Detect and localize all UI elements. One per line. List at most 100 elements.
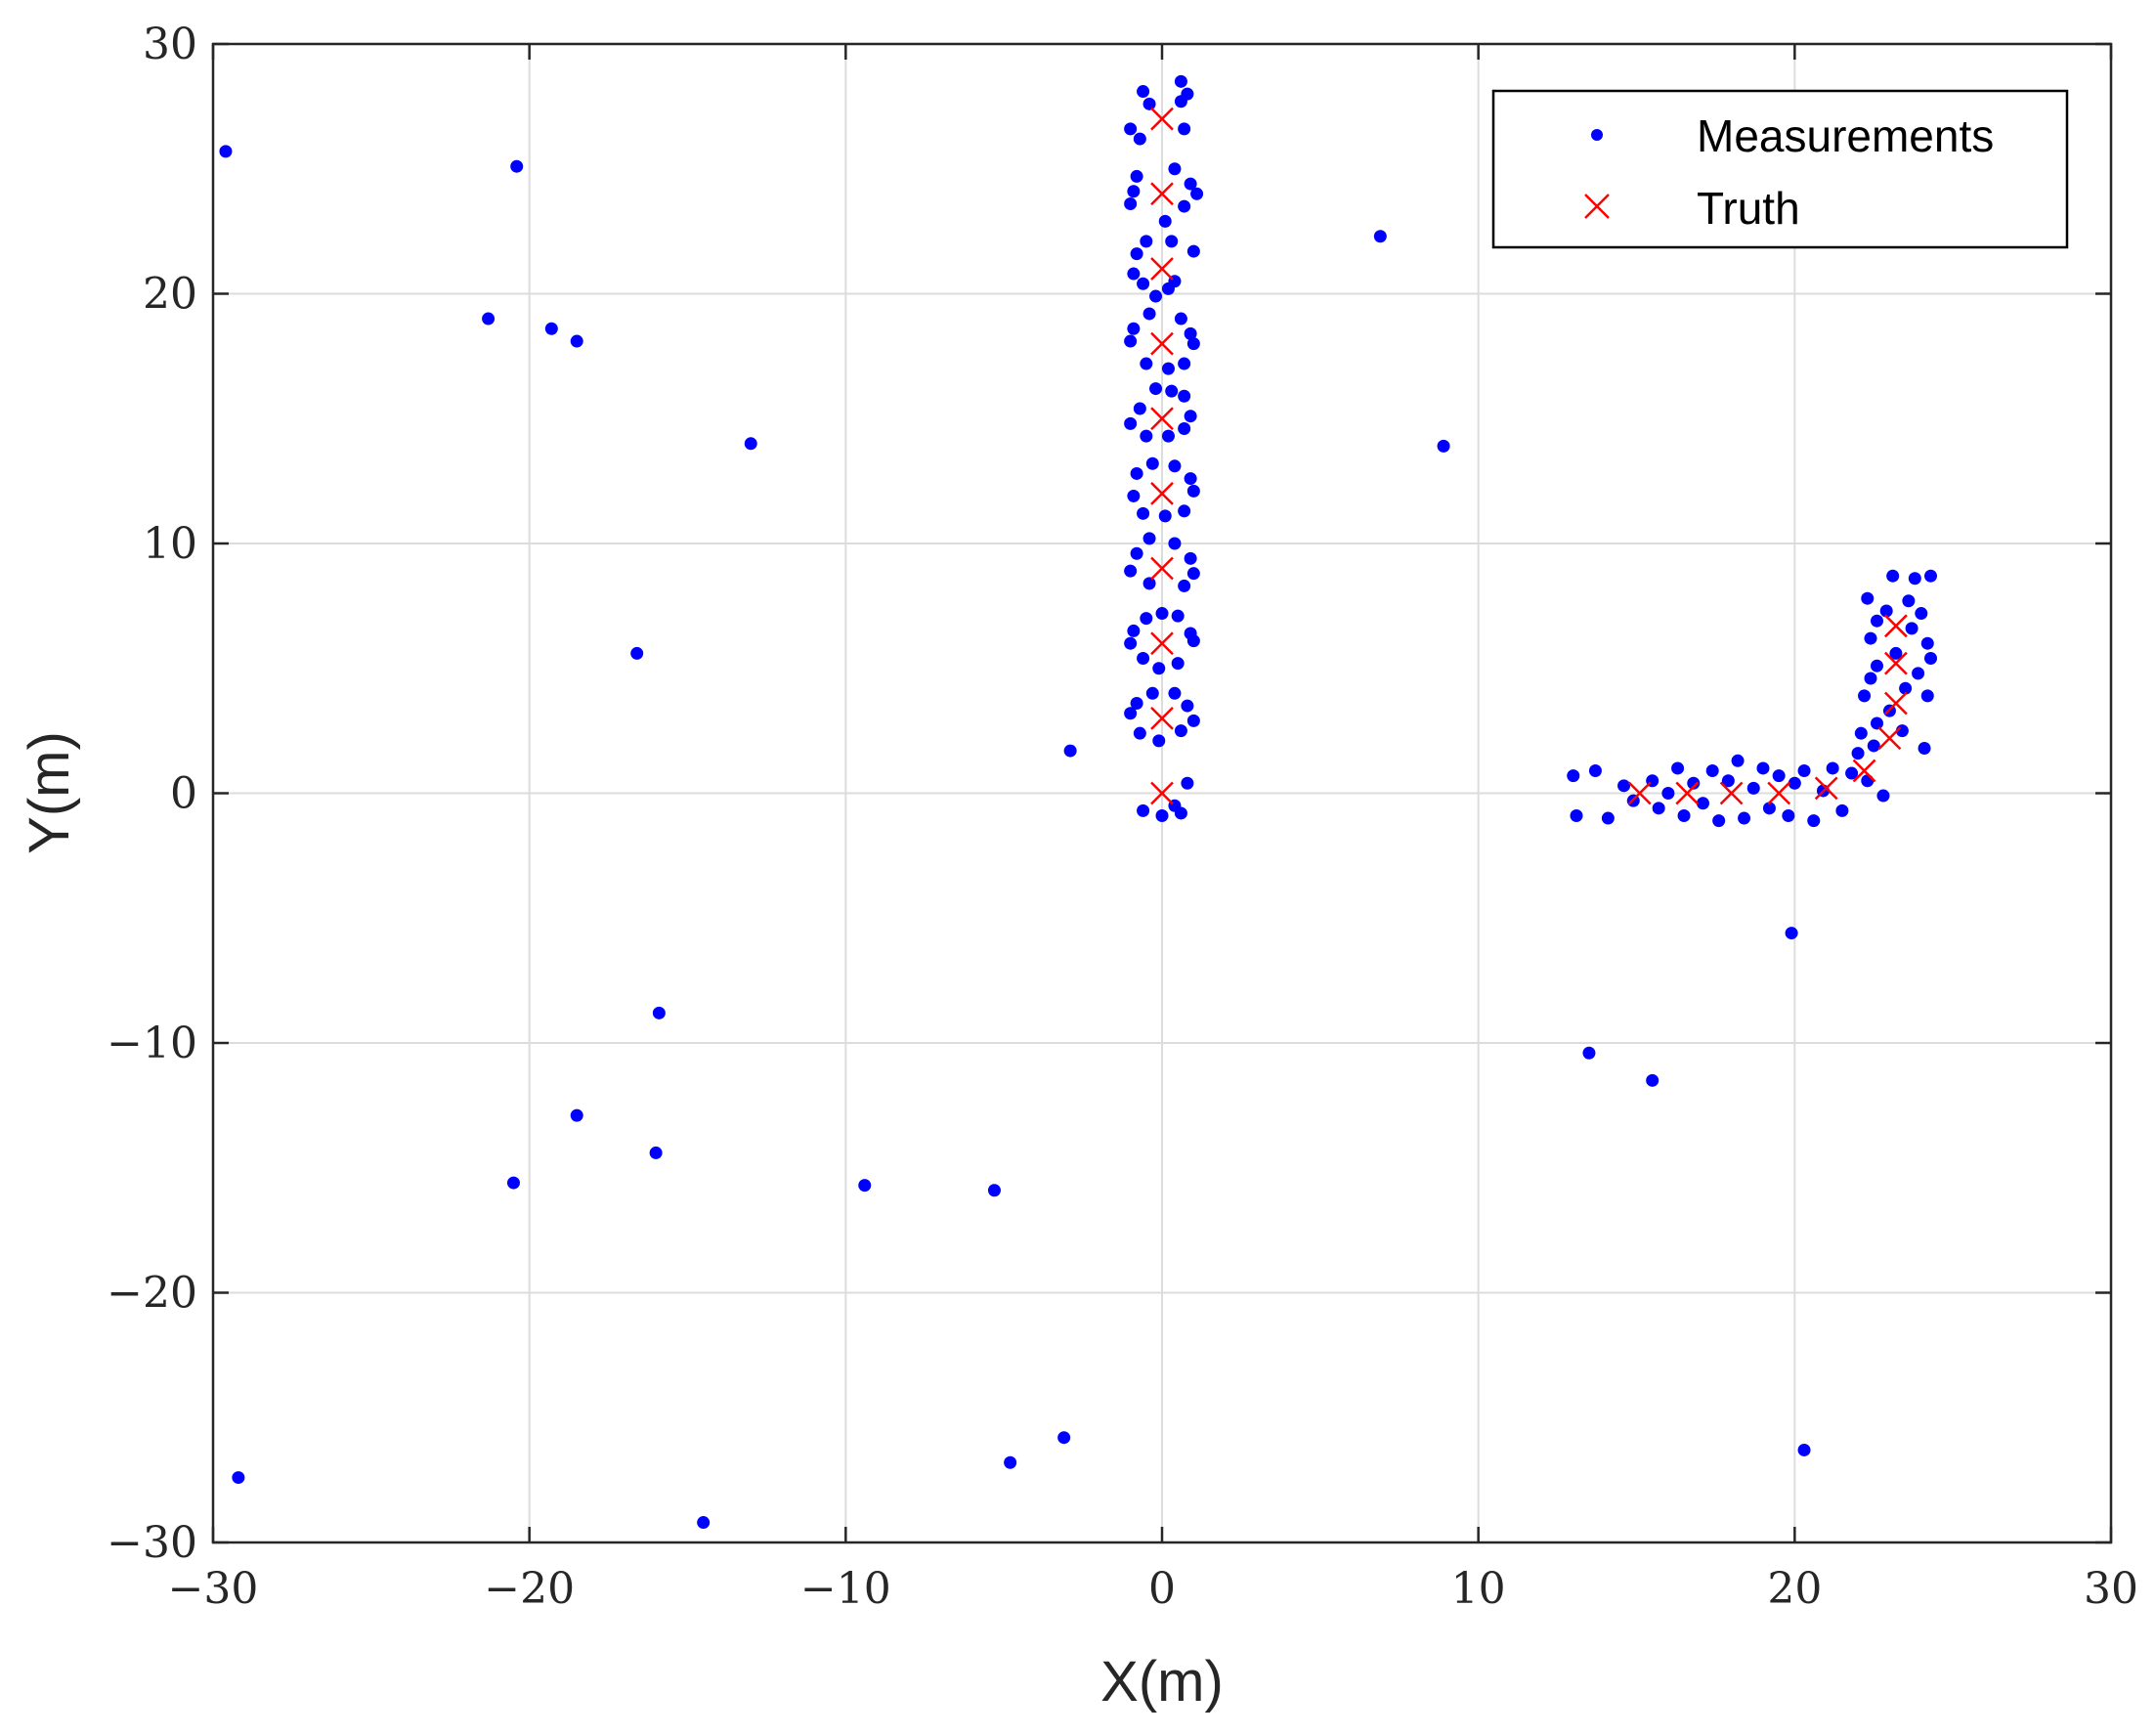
measurement-point (1870, 716, 1883, 730)
measurement-point (1155, 808, 1169, 822)
legend-truth-marker (1584, 194, 1610, 219)
x-tick-label: 0 (1148, 1564, 1176, 1614)
measurement-point (1133, 402, 1146, 415)
measurement-point (1762, 802, 1776, 815)
measurement-point (649, 1146, 663, 1159)
measurement-point (1184, 326, 1197, 340)
measurement-point (1133, 132, 1146, 146)
measurement-point (1158, 214, 1172, 228)
measurement-point (1186, 484, 1200, 498)
measurement-point (1178, 504, 1191, 518)
truth-marker (1150, 407, 1174, 431)
truth-marker (1150, 182, 1174, 206)
plot-frame (211, 42, 2113, 1544)
measurement-point (1867, 739, 1880, 753)
measurement-point (1826, 761, 1839, 775)
truth-marker (1150, 107, 1174, 131)
measurement-point (1142, 97, 1156, 110)
measurement-point (1174, 95, 1187, 108)
measurement-point (1870, 659, 1883, 673)
measurement-point (1879, 604, 1893, 618)
measurement-point (1137, 506, 1150, 520)
measurement-point (1124, 334, 1138, 348)
measurement-point (1886, 569, 1900, 583)
measurement-point (1864, 672, 1877, 685)
measurement-point (1696, 797, 1709, 810)
measurement-point (1127, 185, 1141, 198)
measurement-point (858, 1179, 872, 1193)
measurement-point (1178, 389, 1191, 403)
measurement-point (1785, 927, 1798, 940)
measurement-point (1661, 787, 1675, 800)
measurement-point (1184, 551, 1197, 565)
measurement-point (1171, 657, 1185, 671)
measurement-point (1861, 591, 1875, 605)
measurement-point (1835, 803, 1849, 817)
measurement-point (1788, 776, 1801, 790)
measurement-point (1854, 726, 1868, 740)
measurement-point (1705, 764, 1719, 778)
measurement-point (1184, 177, 1197, 191)
truth-marker (1767, 781, 1791, 805)
measurement-point (1130, 466, 1143, 480)
x-tick-label: 10 (1451, 1564, 1506, 1614)
measurement-point (1140, 235, 1153, 248)
measurement-point (1142, 307, 1156, 321)
x-tick-label: 30 (2084, 1564, 2138, 1614)
measurement-point (1845, 766, 1859, 780)
measurement-point (1124, 416, 1138, 430)
measurement-point (1124, 122, 1138, 136)
measurement-point (1133, 726, 1146, 740)
measurement-point (987, 1184, 1001, 1197)
measurement-point (1161, 282, 1175, 295)
truth-marker (1719, 781, 1744, 805)
y-tick-label: 10 (143, 519, 197, 569)
measurement-point (510, 159, 524, 173)
measurement-point (1756, 761, 1770, 775)
measurement-point (1186, 337, 1200, 351)
truth-marker (1877, 726, 1902, 751)
x-tick-label: −20 (484, 1564, 575, 1614)
measurement-point (1165, 384, 1179, 398)
measurement-point (1908, 572, 1921, 586)
measurement-point (1184, 410, 1197, 423)
truth-marker (1150, 706, 1174, 730)
measurement-point (744, 437, 757, 451)
measurement-point (1165, 235, 1179, 248)
measurement-point (1152, 662, 1166, 675)
measurement-point (1864, 631, 1877, 645)
measurement-point (1124, 564, 1138, 578)
measurement-point (1178, 122, 1191, 136)
measurement-point (1738, 811, 1751, 825)
measurement-point (1905, 622, 1918, 635)
x-tick-label: 20 (1767, 1564, 1822, 1614)
measurement-point (1161, 362, 1175, 375)
measurement-point (1902, 594, 1916, 608)
measurement-point (1924, 652, 1938, 666)
measurement-point (1124, 707, 1138, 720)
measurement-point (697, 1516, 711, 1530)
measurement-point (1186, 244, 1200, 258)
measurement-point (1920, 689, 1934, 703)
y-axis-label: Y(m) (18, 731, 81, 854)
truth-marker (1150, 482, 1174, 505)
measurement-point (1124, 636, 1138, 650)
measurement-point (1899, 681, 1913, 695)
measurement-point (1677, 808, 1691, 822)
measurement-point (544, 322, 558, 335)
truth-marker (1852, 759, 1876, 783)
measurement-point (1721, 774, 1735, 788)
measurement-point (482, 312, 496, 326)
measurement-point (1373, 230, 1387, 243)
measurement-point (1130, 697, 1143, 711)
measurement-point (506, 1176, 520, 1190)
measurement-point (1174, 312, 1187, 326)
measurement-point (570, 334, 583, 348)
measurement-point (1797, 1443, 1811, 1456)
measurement-point (1178, 421, 1191, 435)
measurement-point (1168, 537, 1182, 550)
measurement-point (1130, 247, 1143, 261)
measurement-point (1137, 277, 1150, 290)
